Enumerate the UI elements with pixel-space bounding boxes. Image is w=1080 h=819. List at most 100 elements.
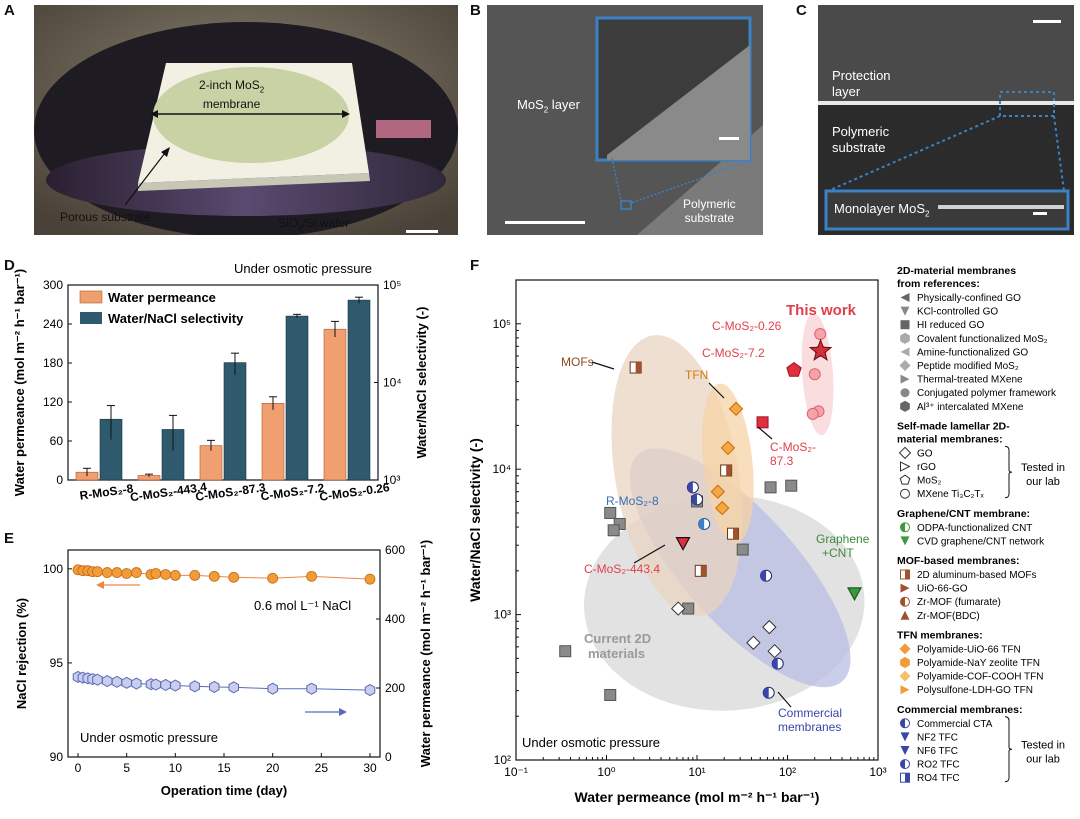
chart-f-point-c873 bbox=[756, 416, 769, 429]
legend-marker bbox=[900, 536, 910, 546]
legend-item: Al³⁺ intercalated MXene bbox=[917, 402, 1024, 413]
chart-f-arrow-tfn bbox=[708, 382, 725, 399]
chart-e-point-permeance bbox=[306, 682, 317, 695]
chart-e-ylabel-right: Water permeance (mol m⁻² h⁻¹ bar⁻¹) bbox=[418, 540, 433, 767]
chart-e-point-permeance bbox=[150, 678, 162, 691]
chart-f-annotation-c873b: 87.3 bbox=[770, 454, 794, 468]
chart-f-point-mof bbox=[727, 527, 740, 540]
legend-marker bbox=[900, 388, 910, 398]
chart-f-point-self bbox=[762, 619, 777, 635]
chart-e-point-rejection bbox=[111, 567, 123, 578]
legend-marker bbox=[900, 332, 910, 344]
panel-c-monolayer-label: Monolayer MoS2 bbox=[834, 201, 930, 219]
legend-marker bbox=[900, 685, 910, 695]
legend-marker bbox=[900, 610, 910, 620]
panel-a-porous-arrow bbox=[124, 147, 170, 206]
legend-item: Polyamide-COF-COOH TFN bbox=[917, 672, 1044, 683]
legend-item: Zr-MOF(BDC) bbox=[917, 611, 980, 622]
chart-d-annotation: Under osmotic pressure bbox=[234, 261, 372, 276]
chart-e-point-permeance bbox=[189, 680, 201, 693]
legend-marker-fill bbox=[900, 718, 905, 728]
legend-section-title: TFN membranes: bbox=[897, 629, 983, 641]
chart-d-ytick-label-left: 60 bbox=[50, 434, 64, 448]
chart-d-bar-selectivity bbox=[223, 362, 247, 481]
legend-marker bbox=[900, 374, 910, 384]
chart-f-point-ref bbox=[607, 524, 620, 537]
chart-e-ytick-label-left: 95 bbox=[50, 656, 64, 670]
chart-f-marker-fill bbox=[733, 528, 739, 540]
chart-d: 06012018024030010³10⁴10⁵R-MoS₂-8C-MoS₂-4… bbox=[12, 261, 429, 504]
legend-item: KCl-controlled GO bbox=[917, 307, 998, 318]
chart-e-point-permeance bbox=[267, 682, 278, 695]
legend-marker-fill bbox=[900, 759, 905, 769]
panel-b-mos2-label: MoS2 layer bbox=[517, 97, 580, 115]
panel-letter-c: C bbox=[796, 2, 807, 19]
legend-marker bbox=[898, 446, 912, 460]
chart-e-point-rejection bbox=[208, 570, 220, 582]
legend-item: MXene Ti₃C₂Tₓ bbox=[917, 489, 985, 500]
chart-d-category-label: R-MoS₂-8 bbox=[79, 481, 135, 502]
chart-d-legend-swatch-selectivity bbox=[80, 312, 102, 324]
chart-f-annotation-graphene2: +CNT bbox=[822, 546, 854, 560]
legend-item: UiO-66-GO bbox=[917, 584, 968, 595]
chart-e-ylabel-left: NaCl rejection (%) bbox=[14, 598, 29, 709]
chart-e-point-rejection bbox=[189, 570, 201, 581]
chart-e-frame bbox=[67, 549, 381, 758]
chart-f-xtick-label: 10¹ bbox=[688, 765, 705, 779]
chart-e-arrowhead-left bbox=[96, 581, 104, 589]
chart-e-point-rejection bbox=[267, 572, 279, 584]
chart-f-annotation-r8: R-MoS₂-8 bbox=[606, 494, 659, 508]
chart-f-point-mof bbox=[629, 361, 642, 374]
panel-c-polymeric-label: Polymeric substrate bbox=[832, 124, 890, 155]
chart-f-xtick-label: 10⁰ bbox=[597, 765, 615, 779]
chart-f-annotation-commercial1: Commercial bbox=[778, 706, 842, 720]
chart-e-point-permeance bbox=[160, 678, 171, 691]
legend-section-title-line: MOF-based membranes: bbox=[897, 555, 1020, 567]
panel-letter-a: A bbox=[4, 2, 15, 19]
chart-d-ytick-label-right: 10⁵ bbox=[383, 278, 401, 292]
legend-section-title-line: Graphene/CNT membrane: bbox=[897, 508, 1030, 520]
chart-d-ytick-label-left: 180 bbox=[43, 356, 63, 370]
chart-f-point-ref bbox=[736, 543, 749, 556]
chart-f-point-this-work-star bbox=[808, 338, 833, 362]
legend-item: Commercial CTA bbox=[917, 719, 993, 730]
legend-bracket-label-2: our lab bbox=[1026, 476, 1060, 488]
legend-section-title: 2D-material membranes from references: bbox=[897, 265, 1016, 290]
chart-e-point-permeance bbox=[228, 681, 239, 694]
legend-marker bbox=[900, 293, 910, 302]
legend-item: GO bbox=[917, 448, 933, 459]
chart-e-point-rejection bbox=[160, 569, 172, 580]
chart-f-point-r8 bbox=[698, 517, 711, 530]
legend-marker bbox=[900, 732, 910, 742]
chart-f-marker-fill bbox=[760, 570, 767, 582]
chart-f-xlabel: Water permeance (mol m⁻² h⁻¹ bar⁻¹) bbox=[575, 789, 820, 805]
chart-f-point-this_work bbox=[814, 328, 827, 341]
chart-d-bar-selectivity bbox=[285, 315, 309, 481]
chart-e-point-permeance bbox=[121, 676, 132, 689]
panel-a-membrane-label: 2-inch MoS2 membrane bbox=[199, 78, 265, 112]
legend-section-title-line: 2D-material membranes bbox=[897, 265, 1016, 277]
chart-f-point-self bbox=[767, 643, 782, 659]
legend-marker bbox=[900, 347, 910, 357]
legend-marker bbox=[899, 474, 911, 485]
legend-section-title-line: Commercial membranes: bbox=[897, 704, 1022, 716]
chart-f-point-c72 bbox=[786, 362, 802, 377]
chart-d-legend-swatch-permeance bbox=[79, 290, 103, 304]
chart-f-ytick-label: 10⁴ bbox=[492, 462, 511, 476]
legend-item: Thermal-treated MXene bbox=[917, 375, 1023, 386]
chart-e-point-permeance bbox=[131, 677, 142, 690]
legend-item: Physically-confined GO bbox=[917, 293, 1021, 304]
panel-a-diameter-arrow bbox=[150, 110, 350, 118]
legend-marker-fill bbox=[900, 597, 905, 607]
chart-f-point-self bbox=[746, 635, 761, 650]
chart-f-point-comm bbox=[771, 657, 784, 670]
legend-item: Polyamide-UiO-66 TFN bbox=[917, 644, 1021, 655]
chart-d-ylabel-right: Water/NaCl selectivity (-) bbox=[414, 307, 429, 459]
chart-f-annotation-c72: C-MoS₂-7.2 bbox=[702, 346, 765, 360]
chart-f-point-c4434 bbox=[675, 537, 691, 551]
chart-f-ytick-label: 10⁵ bbox=[493, 317, 511, 331]
legend-marker bbox=[900, 583, 910, 593]
chart-f-annotation-osmotic: Under osmotic pressure bbox=[522, 735, 660, 750]
chart-e-xtick-label: 15 bbox=[217, 761, 231, 775]
chart-f-point-comm bbox=[686, 481, 699, 494]
